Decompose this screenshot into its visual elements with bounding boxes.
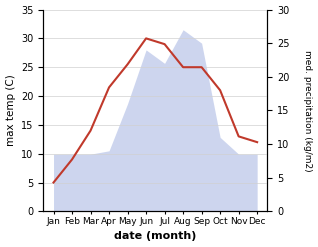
X-axis label: date (month): date (month) [114,231,197,242]
Y-axis label: med. precipitation (kg/m2): med. precipitation (kg/m2) [303,50,313,171]
Y-axis label: max temp (C): max temp (C) [5,75,16,146]
